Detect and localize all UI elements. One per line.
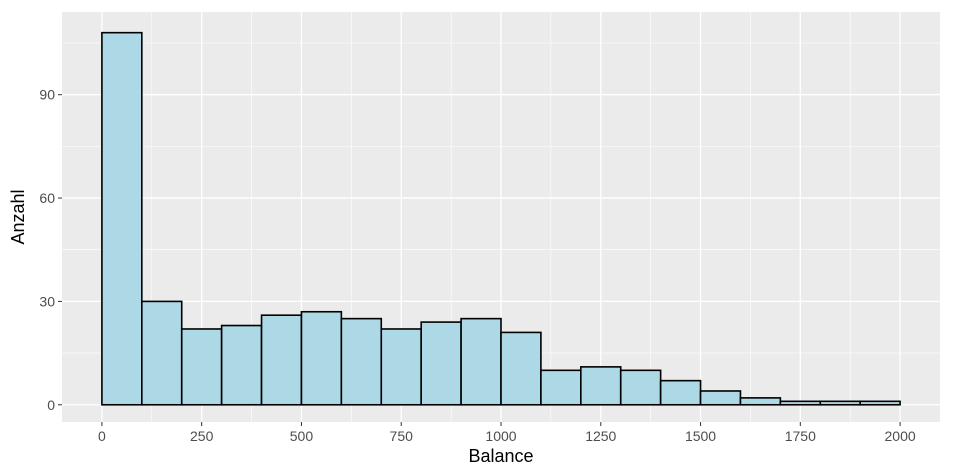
x-axis: 0 250 500 750 1000 1250 1500 1750 2000 xyxy=(98,422,916,444)
x-tick-label: 1750 xyxy=(785,428,816,444)
y-tick-label: 0 xyxy=(47,397,55,413)
histogram-bar xyxy=(619,369,662,406)
histogram-bar xyxy=(460,317,502,406)
histogram-bar xyxy=(540,369,582,406)
histogram-bar xyxy=(340,317,383,406)
x-tick-label: 250 xyxy=(190,428,214,444)
histogram-bar xyxy=(779,400,822,406)
histogram-bar xyxy=(180,328,223,406)
x-tick-label: 1250 xyxy=(585,428,616,444)
y-tick-label: 30 xyxy=(39,293,55,309)
y-tick-label: 90 xyxy=(39,87,55,103)
histogram-bar xyxy=(380,328,422,406)
x-axis-title: Balance xyxy=(468,446,533,466)
x-tick-label: 0 xyxy=(98,428,106,444)
histogram-bar xyxy=(101,31,143,406)
histogram-bar xyxy=(580,366,622,406)
histogram-bar xyxy=(500,331,542,406)
x-tick-label: 500 xyxy=(290,428,314,444)
x-tick-label: 2000 xyxy=(885,428,916,444)
y-axis-title: Anzahl xyxy=(8,189,28,244)
histogram-bar xyxy=(420,321,462,406)
y-tick-label: 60 xyxy=(39,190,55,206)
histogram-bar xyxy=(141,300,183,406)
histogram-bar xyxy=(819,400,861,406)
bars xyxy=(101,31,901,406)
histogram-bar xyxy=(699,390,742,406)
x-tick-label: 1000 xyxy=(485,428,516,444)
histogram-bar xyxy=(859,400,901,406)
histogram-bar xyxy=(220,324,263,406)
x-tick-label: 1500 xyxy=(685,428,716,444)
x-tick-label: 750 xyxy=(390,428,414,444)
histogram-bar xyxy=(659,379,702,406)
histogram-bar xyxy=(260,314,303,406)
y-axis: 0 30 60 90 xyxy=(39,87,62,413)
histogram-bar xyxy=(739,397,782,406)
histogram-bar xyxy=(300,310,343,406)
